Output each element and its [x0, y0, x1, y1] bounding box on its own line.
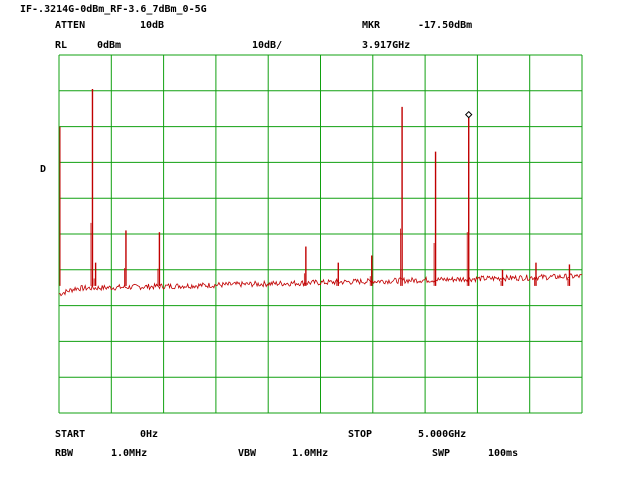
vbw-label: VBW — [238, 448, 257, 459]
reference-level-value: 0dBm — [97, 40, 122, 51]
detector-indicator: D — [40, 164, 47, 175]
marker-diamond — [465, 110, 473, 119]
reference-level-label: RL — [55, 40, 68, 51]
sweep-time-value: 100ms — [488, 448, 519, 459]
rbw-label: RBW — [55, 448, 74, 459]
screen-title: IF-.3214G-0dBm_RF-3.6_7dBm_0-5G — [20, 4, 207, 15]
atten-label: ATTEN — [55, 20, 86, 31]
vertical-scale-value: 10dB/ — [252, 40, 283, 51]
marker-level-readout: -17.50dBm — [418, 20, 473, 31]
vbw-value: 1.0MHz — [292, 448, 329, 459]
atten-value: 10dB — [140, 20, 165, 31]
stop-frequency-value: 5.000GHz — [418, 429, 467, 440]
noise-floor — [58, 273, 583, 297]
sweep-time-label: SWP — [432, 448, 451, 459]
stop-frequency-label: STOP — [348, 429, 373, 440]
spectrum-trace — [58, 89, 583, 297]
marker — [465, 110, 473, 119]
marker-label: MKR — [362, 20, 381, 31]
marker-frequency-readout: 3.917GHz — [362, 40, 411, 51]
graticule — [58, 54, 583, 414]
start-frequency-label: START — [55, 429, 86, 440]
start-frequency-value: 0Hz — [140, 429, 159, 440]
rbw-value: 1.0MHz — [111, 448, 148, 459]
